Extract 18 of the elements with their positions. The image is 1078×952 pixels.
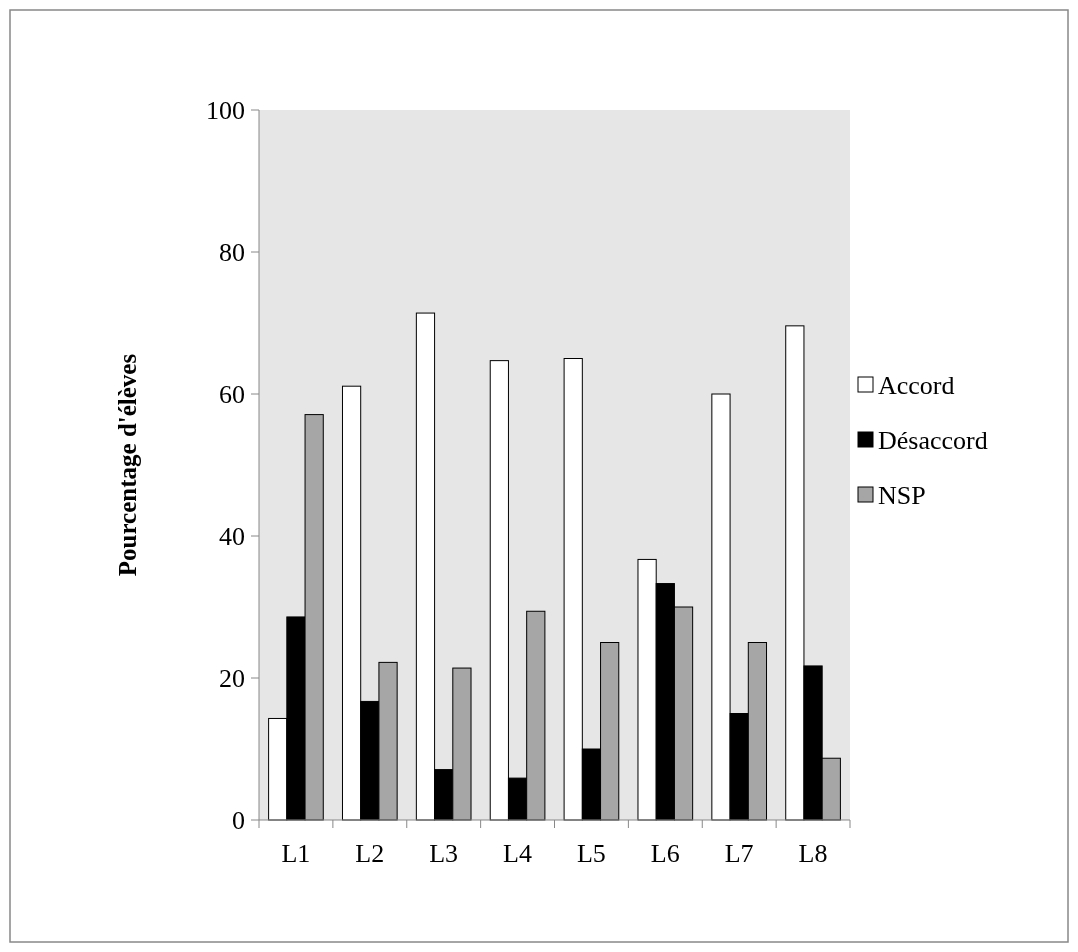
x-tick-label: L2 (355, 839, 385, 868)
x-tick-label: L1 (281, 839, 311, 868)
y-tick-label: 0 (232, 806, 245, 836)
legend-label: Désaccord (878, 426, 988, 456)
legend-label: Accord (878, 371, 955, 401)
x-tick-label: L6 (650, 839, 680, 868)
x-tick-label: L5 (576, 839, 606, 868)
y-tick-label: 20 (219, 664, 245, 694)
x-tick-label: L3 (429, 839, 459, 868)
x-tick-label: L4 (503, 839, 533, 868)
y-tick-label: 80 (219, 238, 245, 268)
y-tick-label: 100 (206, 96, 245, 126)
y-tick-label: 40 (219, 522, 245, 552)
legend-label: NSP (878, 481, 926, 511)
y-tick-label: 60 (219, 380, 245, 410)
x-tick-label: L8 (798, 839, 828, 868)
x-tick-label: L7 (724, 839, 754, 868)
y-axis-title: Pourcentage d'élèves (114, 353, 141, 577)
